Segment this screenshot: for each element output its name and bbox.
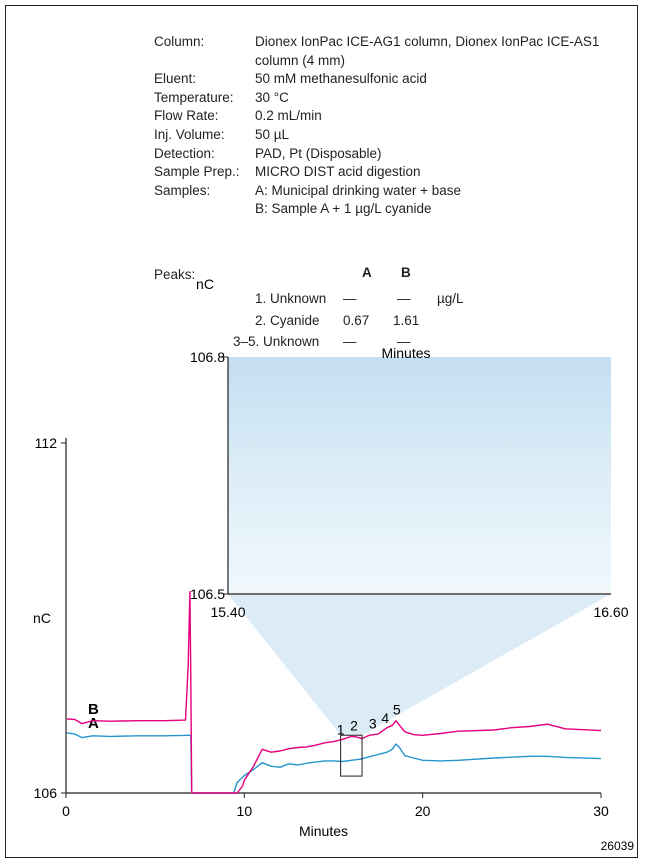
inset-x-tick-label: 16.60	[593, 604, 628, 620]
zoom-box	[340, 734, 363, 777]
condition-value: 50 µL	[255, 127, 290, 142]
main-series-label-a: A	[88, 715, 99, 732]
main-x-tick-label: 20	[415, 803, 431, 819]
condition-value: A: Municipal drinking water + base	[255, 182, 461, 198]
main-y-axis-label: nC	[33, 610, 51, 626]
peak-row-3-name: 3–5. Unknown	[233, 334, 320, 349]
condition-label: Samples:	[154, 182, 211, 198]
peak-number-label: 5	[393, 702, 401, 718]
condition-value: Dionex IonPac ICE-AG1 column, Dionex Ion…	[255, 34, 600, 49]
main-series-line-a	[66, 732, 602, 794]
condition-value: 0.2 mL/min	[255, 108, 322, 124]
inset-background	[228, 357, 611, 594]
condition-value: 50 mM methanesulfonic acid	[255, 71, 427, 87]
peak-unit: µg/L	[437, 291, 464, 306]
peak-number-label: 1	[337, 722, 345, 738]
condition-label: Flow Rate:	[154, 108, 219, 124]
condition-value: MICRO DIST acid digestion	[255, 164, 421, 180]
condition-label: Sample Prep.:	[154, 164, 240, 180]
peak-row-1-b: —	[397, 291, 411, 306]
peaks-label: Peaks:	[154, 267, 196, 282]
main-series-line-b	[66, 591, 602, 794]
peaks-col-a: A	[362, 265, 372, 280]
main-series-label-b: B	[88, 701, 99, 718]
peak-row-1-a: —	[343, 291, 357, 306]
peak-row-3-b: —	[397, 334, 411, 349]
figure-id: 26039	[601, 839, 635, 853]
condition-label: Temperature:	[154, 89, 234, 105]
zoom-wedge	[228, 594, 611, 736]
main-x-tick-label: 10	[237, 803, 253, 819]
main-y-tick-label: 106	[34, 785, 58, 801]
peak-row-2-a: 0.67	[343, 313, 370, 328]
inset-y-axis-label: nC	[196, 276, 214, 292]
peak-row-2-b: 1.61	[393, 313, 420, 328]
peak-number-label: 3	[369, 716, 377, 732]
figure-frame	[5, 5, 638, 858]
main-y-tick-label: 112	[35, 435, 58, 451]
peak-row-1-name: 1. Unknown	[255, 291, 327, 306]
peaks-col-b: B	[401, 265, 411, 280]
condition-value: B: Sample A + 1 µg/L cyanide	[255, 201, 432, 217]
condition-value: 30 °C	[255, 89, 289, 105]
inset-x-axis-label: Minutes	[381, 345, 430, 361]
condition-label: Inj. Volume:	[154, 127, 225, 142]
main-x-axis-label: Minutes	[299, 823, 348, 839]
main-x-tick-label: 0	[62, 803, 70, 819]
inset-y-tick-label: 106.8	[190, 349, 225, 365]
condition-label: Detection:	[154, 145, 215, 161]
inset-x-tick-label: 15.40	[210, 604, 245, 620]
peak-row-3-a: —	[343, 334, 357, 349]
condition-label: Column:	[154, 34, 205, 49]
inset-y-tick-label: 106.5	[190, 586, 225, 602]
peak-number-label: 2	[350, 717, 358, 733]
condition-value: column (4 mm)	[255, 52, 346, 68]
peak-number-label: 4	[381, 710, 389, 726]
peak-row-2-name: 2. Cyanide	[255, 313, 320, 328]
condition-label: Eluent:	[154, 71, 197, 87]
main-x-tick-label: 30	[593, 803, 609, 819]
condition-value: PAD, Pt (Disposable)	[255, 145, 382, 161]
